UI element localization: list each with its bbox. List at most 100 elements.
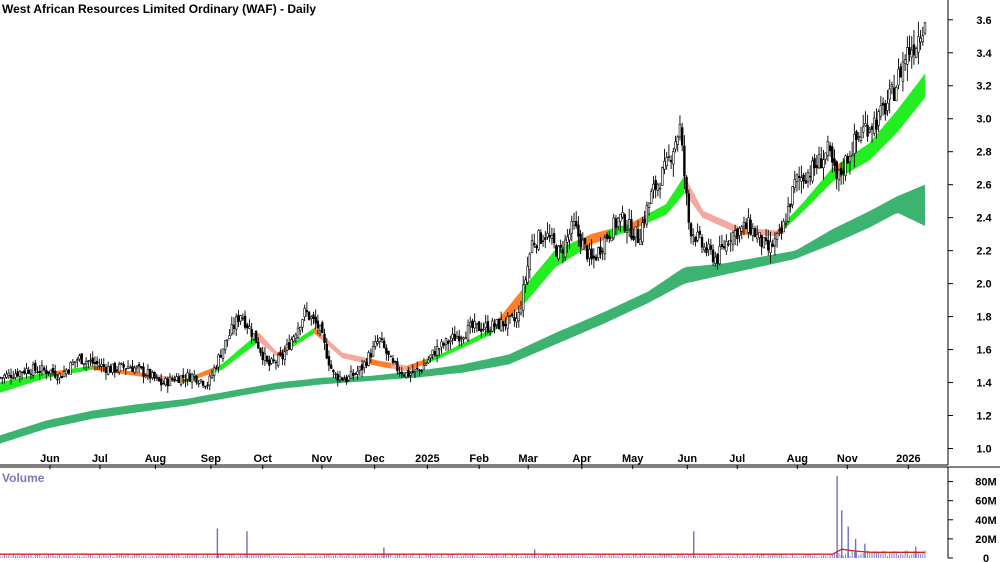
short-band-segment bbox=[727, 221, 732, 231]
x-tick-label: May bbox=[622, 453, 644, 465]
candle-body bbox=[45, 370, 48, 375]
candle-body bbox=[820, 158, 823, 169]
candle-body bbox=[102, 364, 105, 368]
candle-body bbox=[506, 315, 509, 329]
candle-body bbox=[914, 48, 918, 58]
candle-body bbox=[111, 363, 114, 373]
candle-body bbox=[219, 354, 222, 358]
candle-body bbox=[522, 284, 525, 311]
candle-body bbox=[164, 378, 167, 386]
short-band-segment bbox=[206, 368, 210, 376]
short-band-segment bbox=[348, 353, 352, 361]
candle-body bbox=[806, 172, 810, 183]
candle-body bbox=[142, 366, 145, 377]
candle-body bbox=[753, 228, 757, 238]
candle-body bbox=[5, 373, 8, 378]
candle-body bbox=[528, 253, 532, 270]
short-band-segment bbox=[807, 192, 812, 208]
short-band-segment bbox=[650, 210, 655, 222]
candle-body bbox=[60, 375, 64, 379]
candle-body bbox=[285, 343, 289, 351]
candle-body bbox=[868, 128, 872, 133]
short-band-segment bbox=[79, 367, 84, 372]
candle-body bbox=[775, 232, 779, 240]
candle-body bbox=[23, 370, 26, 374]
candle-body bbox=[93, 362, 97, 364]
short-band-segment bbox=[896, 105, 901, 133]
candle-body bbox=[603, 237, 607, 255]
candle-body bbox=[310, 316, 313, 319]
candle-body bbox=[435, 346, 439, 356]
candle-body bbox=[305, 310, 309, 313]
candle-body bbox=[318, 325, 322, 332]
short-band-segment bbox=[311, 327, 315, 336]
candle-body bbox=[429, 354, 432, 358]
short-band-segment bbox=[813, 185, 818, 201]
candle-body bbox=[47, 371, 50, 374]
y-tick-label: 1.4 bbox=[976, 378, 992, 390]
candle-body bbox=[206, 384, 209, 387]
candle-body bbox=[325, 343, 328, 359]
candle-body bbox=[817, 154, 821, 169]
candle-body bbox=[391, 358, 395, 363]
short-band-segment bbox=[267, 342, 272, 352]
short-band-segment bbox=[12, 378, 16, 389]
candle-body bbox=[118, 363, 121, 373]
candle-body bbox=[148, 369, 152, 379]
short-band-segment bbox=[243, 342, 247, 354]
candle-body bbox=[811, 160, 814, 182]
candle-body bbox=[389, 355, 392, 358]
candle-body bbox=[691, 234, 695, 237]
short-band-segment bbox=[73, 367, 78, 374]
candle-body bbox=[813, 158, 816, 169]
short-band-segment bbox=[533, 271, 537, 294]
candle-body bbox=[62, 371, 66, 377]
y-ticks: 1.0 1.2 1.4 1.6 1.8 2.0 2.2 2.4 2.6 2.8 3.0 3.2 3.4 3… bbox=[948, 15, 993, 456]
candle-body bbox=[186, 372, 189, 380]
candle-body bbox=[166, 378, 169, 387]
volume-panel: 0 20M 40M 60M 80M bbox=[0, 475, 997, 562]
candle-body bbox=[632, 235, 635, 241]
candle-body bbox=[323, 333, 326, 343]
candle-body bbox=[614, 218, 618, 228]
short-band-segment bbox=[381, 361, 386, 368]
short-band-segment bbox=[270, 345, 275, 355]
candle-body bbox=[886, 102, 889, 111]
candle-body bbox=[36, 371, 39, 373]
candle-body bbox=[608, 235, 611, 239]
short-band-segment bbox=[329, 341, 334, 351]
candle-body bbox=[906, 47, 909, 65]
short-band-segment bbox=[804, 196, 809, 211]
candle-body bbox=[539, 232, 543, 244]
candle-body bbox=[235, 316, 238, 330]
vol-y-tick-label: 60M bbox=[975, 496, 996, 508]
candle-body bbox=[923, 22, 927, 34]
long-ema-band bbox=[0, 184, 925, 444]
candle-body bbox=[376, 341, 379, 344]
candle-body bbox=[815, 165, 819, 169]
long-band-area bbox=[0, 184, 925, 444]
candle-body bbox=[252, 333, 256, 340]
candle-body bbox=[508, 315, 512, 317]
candle-body bbox=[193, 374, 196, 377]
candle-body bbox=[109, 366, 112, 373]
candle-body bbox=[314, 316, 317, 324]
candle-body bbox=[217, 354, 220, 368]
short-band-segment bbox=[881, 124, 886, 149]
candle-body bbox=[667, 156, 671, 158]
candle-body bbox=[616, 217, 620, 227]
candle-body bbox=[420, 370, 423, 372]
short-band-segment bbox=[810, 189, 815, 204]
candle-body bbox=[195, 375, 198, 383]
candle-body bbox=[592, 255, 596, 259]
candle-body bbox=[175, 376, 178, 381]
candle-body bbox=[652, 183, 655, 191]
short-band-segment bbox=[690, 187, 695, 207]
candle-body bbox=[831, 146, 834, 163]
candle-body bbox=[223, 340, 227, 351]
short-band-segment bbox=[714, 216, 719, 225]
short-band-segment bbox=[443, 350, 448, 357]
candle-body bbox=[265, 355, 269, 362]
candle-body bbox=[707, 243, 710, 250]
x-tick-label: Dec bbox=[365, 453, 385, 465]
